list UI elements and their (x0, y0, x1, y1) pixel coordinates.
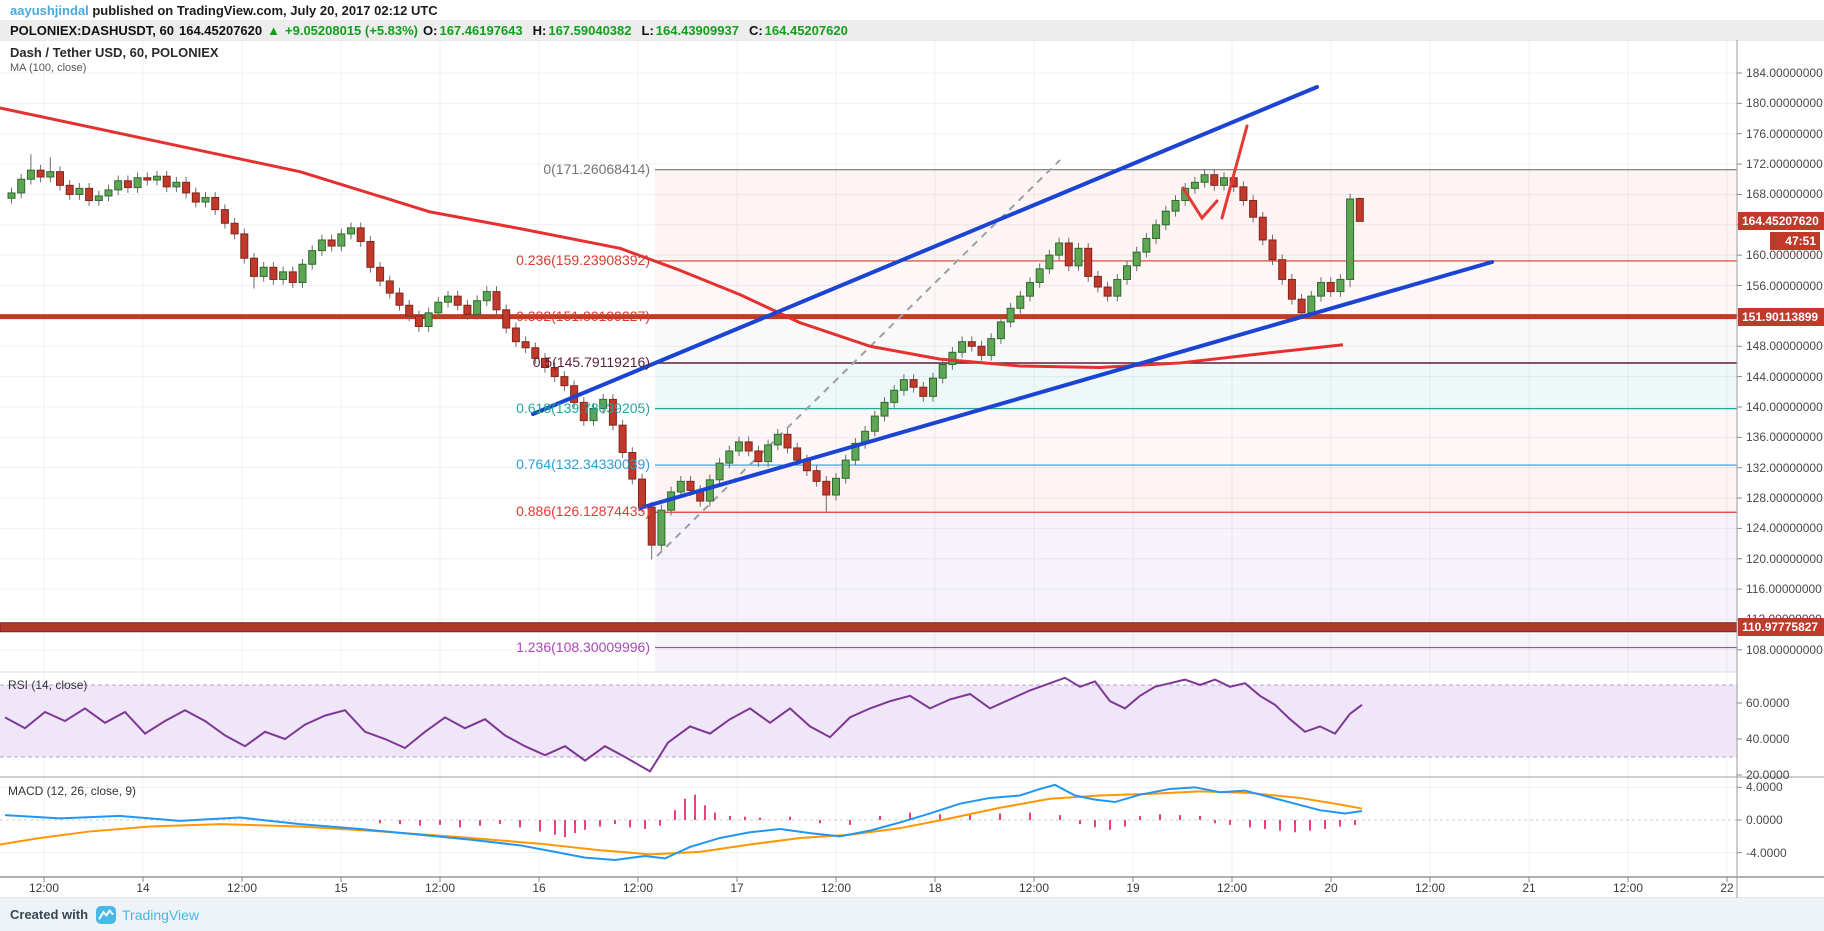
author-name: aayushjindal (10, 3, 89, 18)
symbol-label: POLONIEX:DASHUSDT, 60 (10, 22, 174, 38)
tradingview-brand: TradingView (122, 906, 200, 923)
publish-header: aayushjindal published on TradingView.co… (0, 0, 1824, 23)
last-price: 164.45207620 (178, 22, 263, 38)
up-arrow-icon: ▲ (267, 22, 281, 38)
price-change: +9.05208015 (+5.83%) (285, 22, 419, 38)
close-value: C: 164.45207620 (748, 22, 848, 38)
open-value: O: 167.46197643 (423, 22, 523, 38)
footer-bar: Created with TradingView (0, 898, 1824, 931)
high-value: H: 167.59040382 (532, 22, 632, 38)
created-with-label: Created with (10, 907, 89, 922)
ticker-bar: POLONIEX:DASHUSDT, 60 164.45207620 ▲ +9.… (0, 20, 1824, 40)
low-value: L: 164.43909937 (641, 22, 739, 38)
tradingview-logo-icon (96, 905, 117, 925)
publish-info: published on TradingView.com, July 20, 2… (88, 3, 438, 18)
